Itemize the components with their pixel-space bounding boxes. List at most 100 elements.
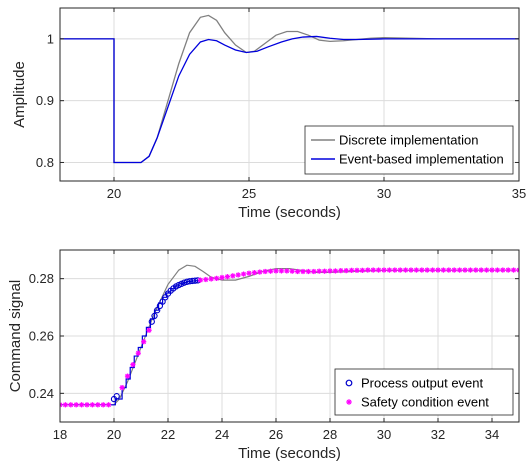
safety-event-marker [241, 271, 247, 277]
legend-circle-swatch [345, 379, 353, 387]
safety-event-marker [89, 402, 95, 408]
safety-event-marker [484, 267, 490, 273]
marker-stroke [346, 399, 352, 405]
safety-event-marker [440, 267, 446, 273]
marker-stroke [462, 267, 468, 273]
safety-event-marker [332, 268, 338, 274]
marker-stroke [60, 404, 63, 408]
safety-event-marker [327, 268, 333, 274]
legend-label: Process output event [361, 376, 484, 391]
marker-stroke [90, 402, 95, 408]
marker-stroke [273, 268, 279, 274]
y-tick-label: 0.24 [29, 386, 54, 401]
safety-event-marker [95, 402, 101, 408]
safety-event-marker [338, 268, 344, 274]
marker-stroke [230, 273, 236, 279]
safety-event-marker [124, 373, 131, 379]
marker-stroke [135, 350, 141, 356]
legend-label: Event-based implementation [339, 152, 504, 167]
marker-stroke [119, 385, 125, 390]
x-tick-label: 18 [53, 427, 67, 442]
marker-stroke [473, 267, 479, 273]
marker-stroke [516, 269, 519, 273]
y-tick-label: 0.9 [36, 93, 54, 108]
safety-event-marker [235, 272, 241, 278]
marker-stroke [468, 267, 473, 273]
marker-stroke [478, 267, 484, 273]
safety-event-marker [141, 339, 147, 345]
process-event-marker [113, 393, 120, 400]
safety-event-marker [370, 267, 376, 273]
marker-stroke [370, 267, 376, 273]
safety-event-marker [79, 402, 85, 408]
safety-event-marker [354, 267, 360, 273]
process-event-marker [154, 307, 161, 314]
safety-event-marker [494, 267, 500, 273]
safety-event-marker [473, 267, 479, 273]
safety-event-marker [214, 275, 220, 281]
marker-stroke [203, 277, 209, 282]
safety-event-marker [322, 268, 328, 274]
safety-event-marker [73, 402, 79, 408]
marker-stroke [424, 267, 430, 273]
marker-stroke [208, 276, 214, 282]
safety-event-marker [278, 268, 284, 274]
marker-stroke [349, 268, 354, 273]
x-tick-label: 22 [161, 427, 175, 442]
marker-stroke [100, 402, 106, 408]
marker-stroke [252, 270, 257, 275]
process-event-marker [148, 318, 155, 325]
marker-stroke [392, 267, 398, 273]
safety-event-marker [408, 267, 414, 273]
safety-event-marker [451, 267, 457, 273]
y-axis-label: Amplitude [11, 61, 28, 128]
legend-box [304, 125, 514, 175]
y-tick-label: 0.8 [36, 155, 54, 170]
legend-label: Discrete implementation [339, 133, 478, 148]
x-tick-label: 20 [107, 427, 121, 442]
marker-stroke [511, 267, 516, 273]
safety-event-marker [381, 267, 387, 273]
safety-event-marker [316, 268, 322, 274]
marker-stroke [338, 268, 344, 273]
legend: Process output event Safety condition eve… [334, 368, 514, 416]
safety-event-marker [197, 277, 203, 283]
marker-stroke [95, 402, 101, 408]
safety-event-marker [305, 268, 311, 275]
safety-event-marker [462, 267, 468, 273]
safety-event-marker [376, 267, 382, 273]
plot-content [60, 14, 519, 164]
marker-stroke [311, 269, 317, 274]
process-event-marker [151, 312, 158, 320]
marker-stroke [376, 267, 381, 273]
legend-box [334, 368, 514, 416]
safety-event-marker [365, 267, 371, 273]
safety-event-marker [219, 274, 225, 281]
safety-event-marker [435, 267, 441, 273]
safety-event-marker [500, 267, 506, 273]
marker-stroke [84, 402, 90, 408]
marker-stroke [403, 267, 408, 273]
x-tick-label: 28 [323, 427, 337, 442]
safety-event-marker [130, 362, 136, 368]
marker-stroke [79, 402, 84, 408]
x-tick-label: 24 [215, 427, 229, 442]
safety-event-marker [100, 402, 106, 408]
marker-stroke [289, 268, 295, 274]
safety-event-marker [343, 268, 349, 274]
safety-event-marker [403, 267, 409, 273]
safety-event-marker [489, 267, 495, 273]
safety-event-marker [251, 270, 257, 276]
x-tick-label: 30 [377, 186, 391, 201]
legend: Discrete implementation Event-based imple… [304, 125, 514, 175]
safety-event-marker [419, 267, 425, 273]
marker-stroke [500, 267, 506, 273]
marker-stroke [387, 267, 392, 273]
marker-stroke [451, 267, 457, 273]
axes-frame [59, 7, 520, 182]
y-axis-label: Command signal [7, 280, 24, 393]
marker-stroke [489, 267, 495, 273]
x-axis-label: Time (seconds) [238, 445, 341, 462]
safety-event-marker [300, 268, 306, 275]
marker-stroke [146, 327, 152, 333]
